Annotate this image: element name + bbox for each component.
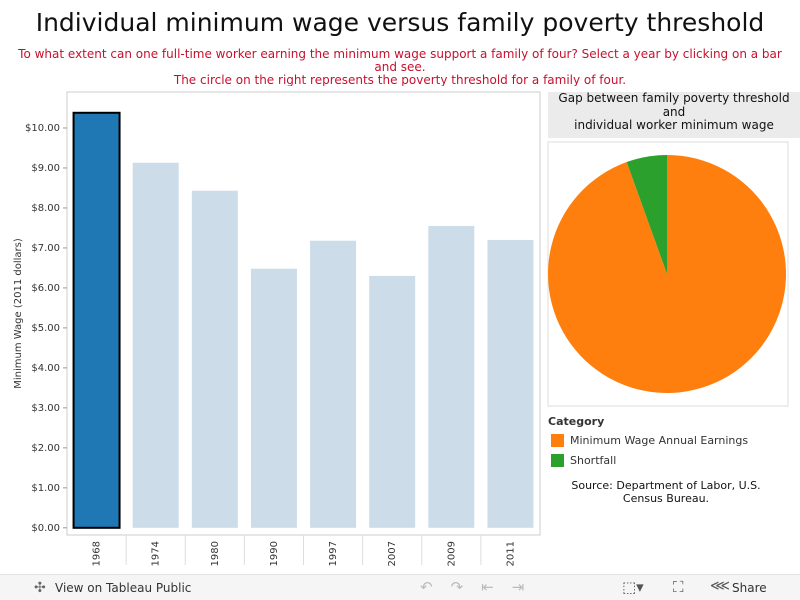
y-tick-label: $0.00: [31, 523, 60, 534]
x-tick-label: 1997: [328, 541, 339, 566]
y-tick-label: $8.00: [31, 203, 60, 214]
bar: [72, 111, 121, 529]
legend-title: Category: [548, 415, 604, 428]
bar: [487, 239, 534, 528]
pie-title: Gap between family poverty threshold and…: [548, 91, 800, 138]
y-tick-label: $10.00: [25, 123, 60, 134]
legend-swatch: [551, 454, 564, 467]
bar: [369, 275, 416, 528]
view-link[interactable]: View on Tableau Public: [55, 581, 192, 595]
x-tick-label: 1974: [151, 541, 162, 566]
x-tick-label: 1980: [210, 541, 221, 566]
y-tick-label: $1.00: [31, 483, 60, 494]
y-tick-label: $2.00: [31, 443, 60, 454]
bar: [191, 190, 238, 528]
subtitle-line: The circle on the right represents the p…: [173, 73, 627, 87]
x-tick-label: 1990: [269, 541, 280, 566]
bar: [428, 225, 475, 528]
share-icon: ⋘: [710, 578, 730, 594]
x-tick-label: 2011: [505, 541, 516, 566]
y-tick-label: $3.00: [31, 403, 60, 414]
share-button[interactable]: Share: [732, 581, 767, 595]
source-note: Source: Department of Labor, U.S. Census…: [571, 479, 761, 505]
y-tick-label: $4.00: [31, 363, 60, 374]
y-tick-label: $6.00: [31, 283, 60, 294]
bar: [250, 268, 297, 528]
pie-title-line: individual worker minimum wage: [574, 118, 774, 132]
y-tick-label: $9.00: [31, 163, 60, 174]
pie-frame: [547, 141, 789, 407]
x-tick-label: 2009: [446, 541, 457, 566]
legend-label: Shortfall: [570, 454, 616, 467]
fullscreen-button[interactable]: ⛶: [673, 578, 684, 596]
subtitle: To what extent can one full-time worker …: [5, 48, 795, 86]
x-tick-label: 2007: [387, 541, 398, 566]
legend-swatch: [551, 434, 564, 447]
download-button[interactable]: ⬚▾: [622, 578, 644, 596]
dashboard-title: Individual minimum wage versus family po…: [35, 8, 765, 37]
tableau-icon: ✣: [34, 580, 46, 596]
y-tick-label: $5.00: [31, 323, 60, 334]
bar: [132, 162, 179, 528]
x-tick-label: 1968: [92, 541, 103, 566]
toolbar: ✣ View on Tableau Public ↶↷⇤⇥ ⬚▾ ⛶ ⋘ Sha…: [0, 574, 800, 600]
bar: [310, 240, 357, 528]
legend-label: Minimum Wage Annual Earnings: [570, 434, 748, 447]
y-tick-label: $7.00: [31, 243, 60, 254]
subtitle-line: To what extent can one full-time worker …: [18, 48, 782, 74]
pie-title-line: and: [662, 104, 686, 119]
y-axis-label: Minimum Wage (2011 dollars): [13, 238, 24, 389]
pie-title-line: Gap between family poverty threshold: [558, 91, 790, 105]
history-buttons[interactable]: ↶↷⇤⇥: [420, 578, 543, 596]
pie-slice: [626, 155, 667, 274]
